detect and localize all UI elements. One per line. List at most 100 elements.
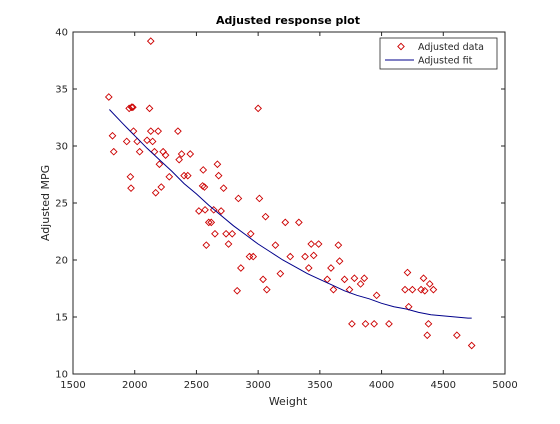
data-point [151,188,160,197]
data-point [309,251,318,260]
data-point [423,331,432,340]
data-point [370,320,379,328]
data-point [129,103,137,112]
data-point [467,341,476,350]
data-point [281,218,290,227]
data-point [108,131,117,140]
chart-title: Adjusted response plot [216,14,360,27]
x-tick-label: 4000 [369,380,394,391]
data-point [214,171,223,180]
data-point [183,171,192,180]
data-point [207,218,216,227]
data-point [360,274,369,283]
data-point [420,286,429,295]
y-tick-label: 20 [55,256,68,267]
data-point [356,280,365,288]
data-point [372,291,381,300]
x-tick-label: 5000 [492,380,517,391]
data-point [217,207,225,215]
y-axis-label: Adjusted MPG [39,165,52,241]
data-point [202,241,211,250]
data-point [219,184,228,193]
y-tick-label: 30 [55,142,68,153]
data-point [425,280,434,288]
data-point [143,136,151,145]
data-point [127,103,136,112]
data-point [145,104,154,113]
data-point [286,252,295,261]
data-point [209,206,218,214]
x-tick-label: 1500 [60,380,85,391]
legend-label-data: Adjusted data [418,42,484,53]
y-tick-label: 25 [55,199,68,210]
legend-marker-data [397,42,405,51]
data-point [146,127,155,136]
x-axis-label: Weight [269,395,308,408]
data-point [304,264,313,272]
data-point [165,172,174,181]
x-tick-label: 3000 [245,380,270,391]
data-point [271,241,280,250]
data-point [424,320,433,328]
data-point [329,285,338,294]
data-point [228,229,237,238]
data-point [348,320,356,328]
data-point [403,268,412,277]
data-point [175,155,183,164]
data-point [135,147,144,156]
axes: 1500 2000 2500 3000 3500 4000 4500 5000 10 15 20 25… [55,28,517,392]
data-point [200,183,209,191]
legend-label-fit: Adjusted fit [418,56,473,67]
data-point [401,285,409,294]
data-point [327,264,335,272]
data-point [246,229,255,238]
data-point [237,264,245,272]
data-point [233,286,241,295]
data-point [224,240,233,248]
legend: Adjusted data Adjusted fit [379,37,498,70]
x-tick-label: 2500 [184,380,209,391]
data-point [211,229,219,238]
data-point [213,160,222,169]
x-tick-label: 3500 [307,380,332,391]
data-point [104,93,113,101]
y-tick-label: 40 [55,28,68,39]
plot-area [73,32,505,374]
x-tick-label: 2000 [122,380,147,391]
data-point [307,240,316,248]
data-point [249,252,258,261]
data-point [385,320,393,328]
data-point [174,127,182,136]
data-point [314,240,323,248]
data-point [204,218,213,227]
data-point [255,194,264,203]
data-point [148,137,157,146]
data-point [453,331,461,340]
y-tick-label: 35 [55,85,68,96]
data-point [195,207,203,215]
data-point [127,184,135,193]
data-point [259,275,267,284]
data-point [361,320,370,328]
data-point [146,37,155,45]
data-point [125,104,133,113]
y-tick-label: 10 [55,370,68,381]
data-point [334,241,343,250]
y-tick-label: 15 [55,313,68,324]
data-point [155,160,164,169]
data-point [429,285,438,294]
data-point [335,257,344,265]
data-point [122,137,131,146]
data-point [201,206,209,214]
data-point [199,166,208,174]
data-point [154,127,163,136]
data-point [186,150,195,158]
data-point [301,252,309,261]
data-point [408,285,417,294]
data-point [198,182,207,190]
data-point [295,218,303,227]
x-tick-label: 4500 [431,380,456,391]
data-point [109,147,118,156]
